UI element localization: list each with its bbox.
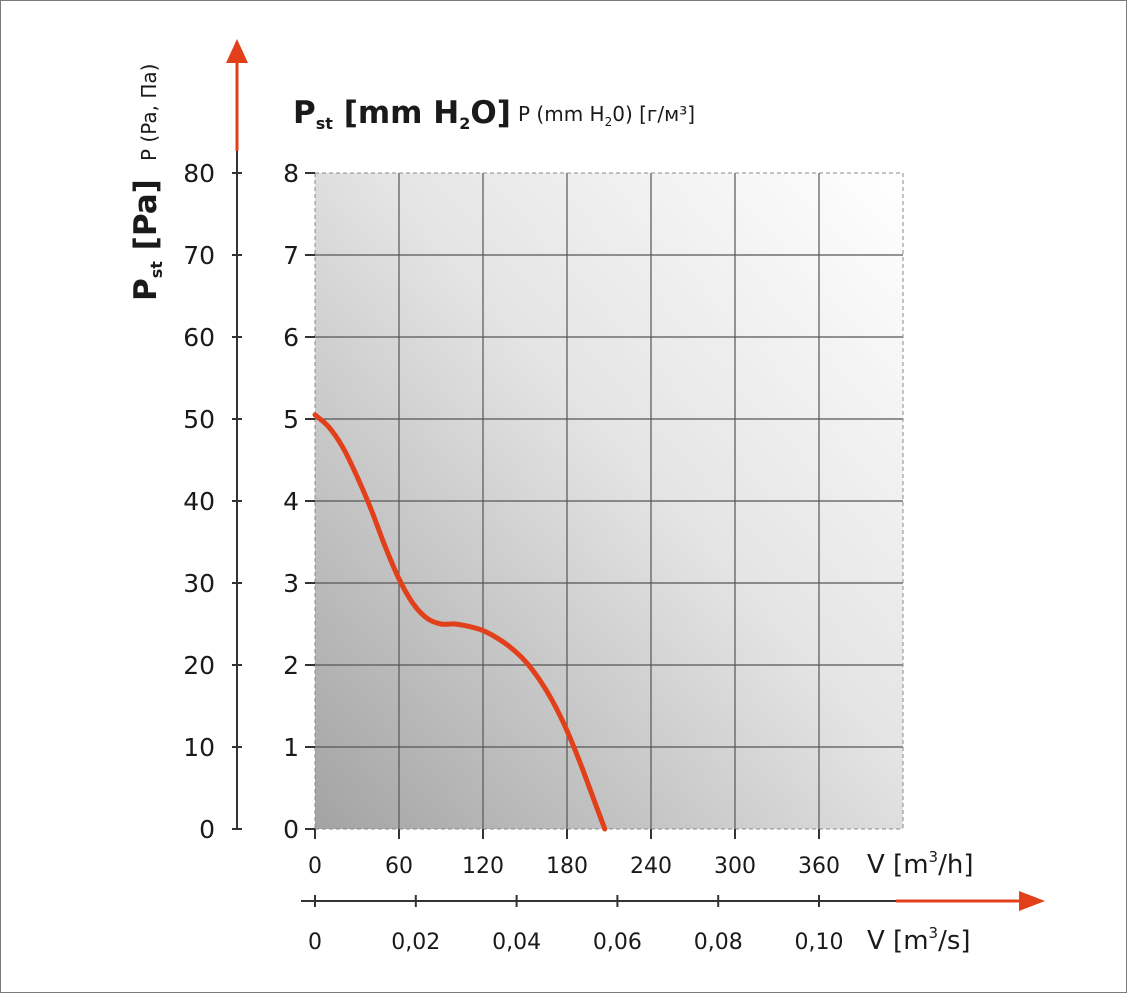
grid [314, 172, 904, 830]
m3h-tick-label: 60 [385, 854, 413, 879]
m3s-tick-label: 0,06 [593, 930, 642, 955]
m3s-tick-label: 0,02 [391, 930, 440, 955]
pa-axis-title: Pst [Pa] [128, 179, 166, 301]
pa-tick-label: 60 [183, 323, 215, 352]
m3h-tick-label: 180 [546, 854, 588, 879]
pa-tick-label: 30 [183, 569, 215, 598]
mmh2o-tick-label: 2 [283, 651, 299, 680]
m3s-axis-label: V [m3/s] [867, 924, 971, 956]
m3h-tick-label: 120 [462, 854, 504, 879]
m3s-tick-label: 0,08 [694, 930, 743, 955]
mmh2o-tick-label: 8 [283, 159, 299, 188]
mmh2o-tick-label: 0 [283, 815, 299, 844]
pa-tick-label: 50 [183, 405, 215, 434]
mmh2o-tick-label: 6 [283, 323, 299, 352]
pa-tick-label: 0 [199, 815, 215, 844]
m3s-tick-label: 0,10 [795, 930, 844, 955]
pa-tick-label: 20 [183, 651, 215, 680]
pa-tick-label: 40 [183, 487, 215, 516]
m3h-tick-label: 0 [308, 854, 322, 879]
m3s-axis-arrowhead [1019, 891, 1045, 911]
fan-performance-curve [312, 412, 608, 832]
mmh2o-axis-title: Pst [mm H2O] [293, 95, 511, 133]
mmh2o-tick-label: 1 [283, 733, 299, 762]
mmh2o-tick-label: 5 [283, 405, 299, 434]
pa-tick-label: 70 [183, 241, 215, 270]
pa-axis-arrowhead [226, 39, 248, 63]
mmh2o-axis-subtitle: P (mm H20) [г/м³] [518, 102, 695, 129]
mmh2o-tick-label: 7 [283, 241, 299, 270]
pa-axis-subtitle: P (Pa, Па) [137, 64, 161, 161]
pa-tick-label: 80 [183, 159, 215, 188]
m3h-tick-label: 360 [798, 854, 840, 879]
m3s-tick-label: 0,04 [492, 930, 541, 955]
axes [226, 39, 1045, 911]
m3h-tick-label: 240 [630, 854, 672, 879]
pa-tick-label: 10 [183, 733, 215, 762]
curve-layer [312, 412, 608, 832]
m3h-axis-label: V [m3/h] [867, 848, 973, 880]
mmh2o-tick-label: 4 [283, 487, 299, 516]
m3s-tick-label: 0 [308, 930, 322, 955]
m3h-tick-label: 300 [714, 854, 756, 879]
mmh2o-tick-label: 3 [283, 569, 299, 598]
